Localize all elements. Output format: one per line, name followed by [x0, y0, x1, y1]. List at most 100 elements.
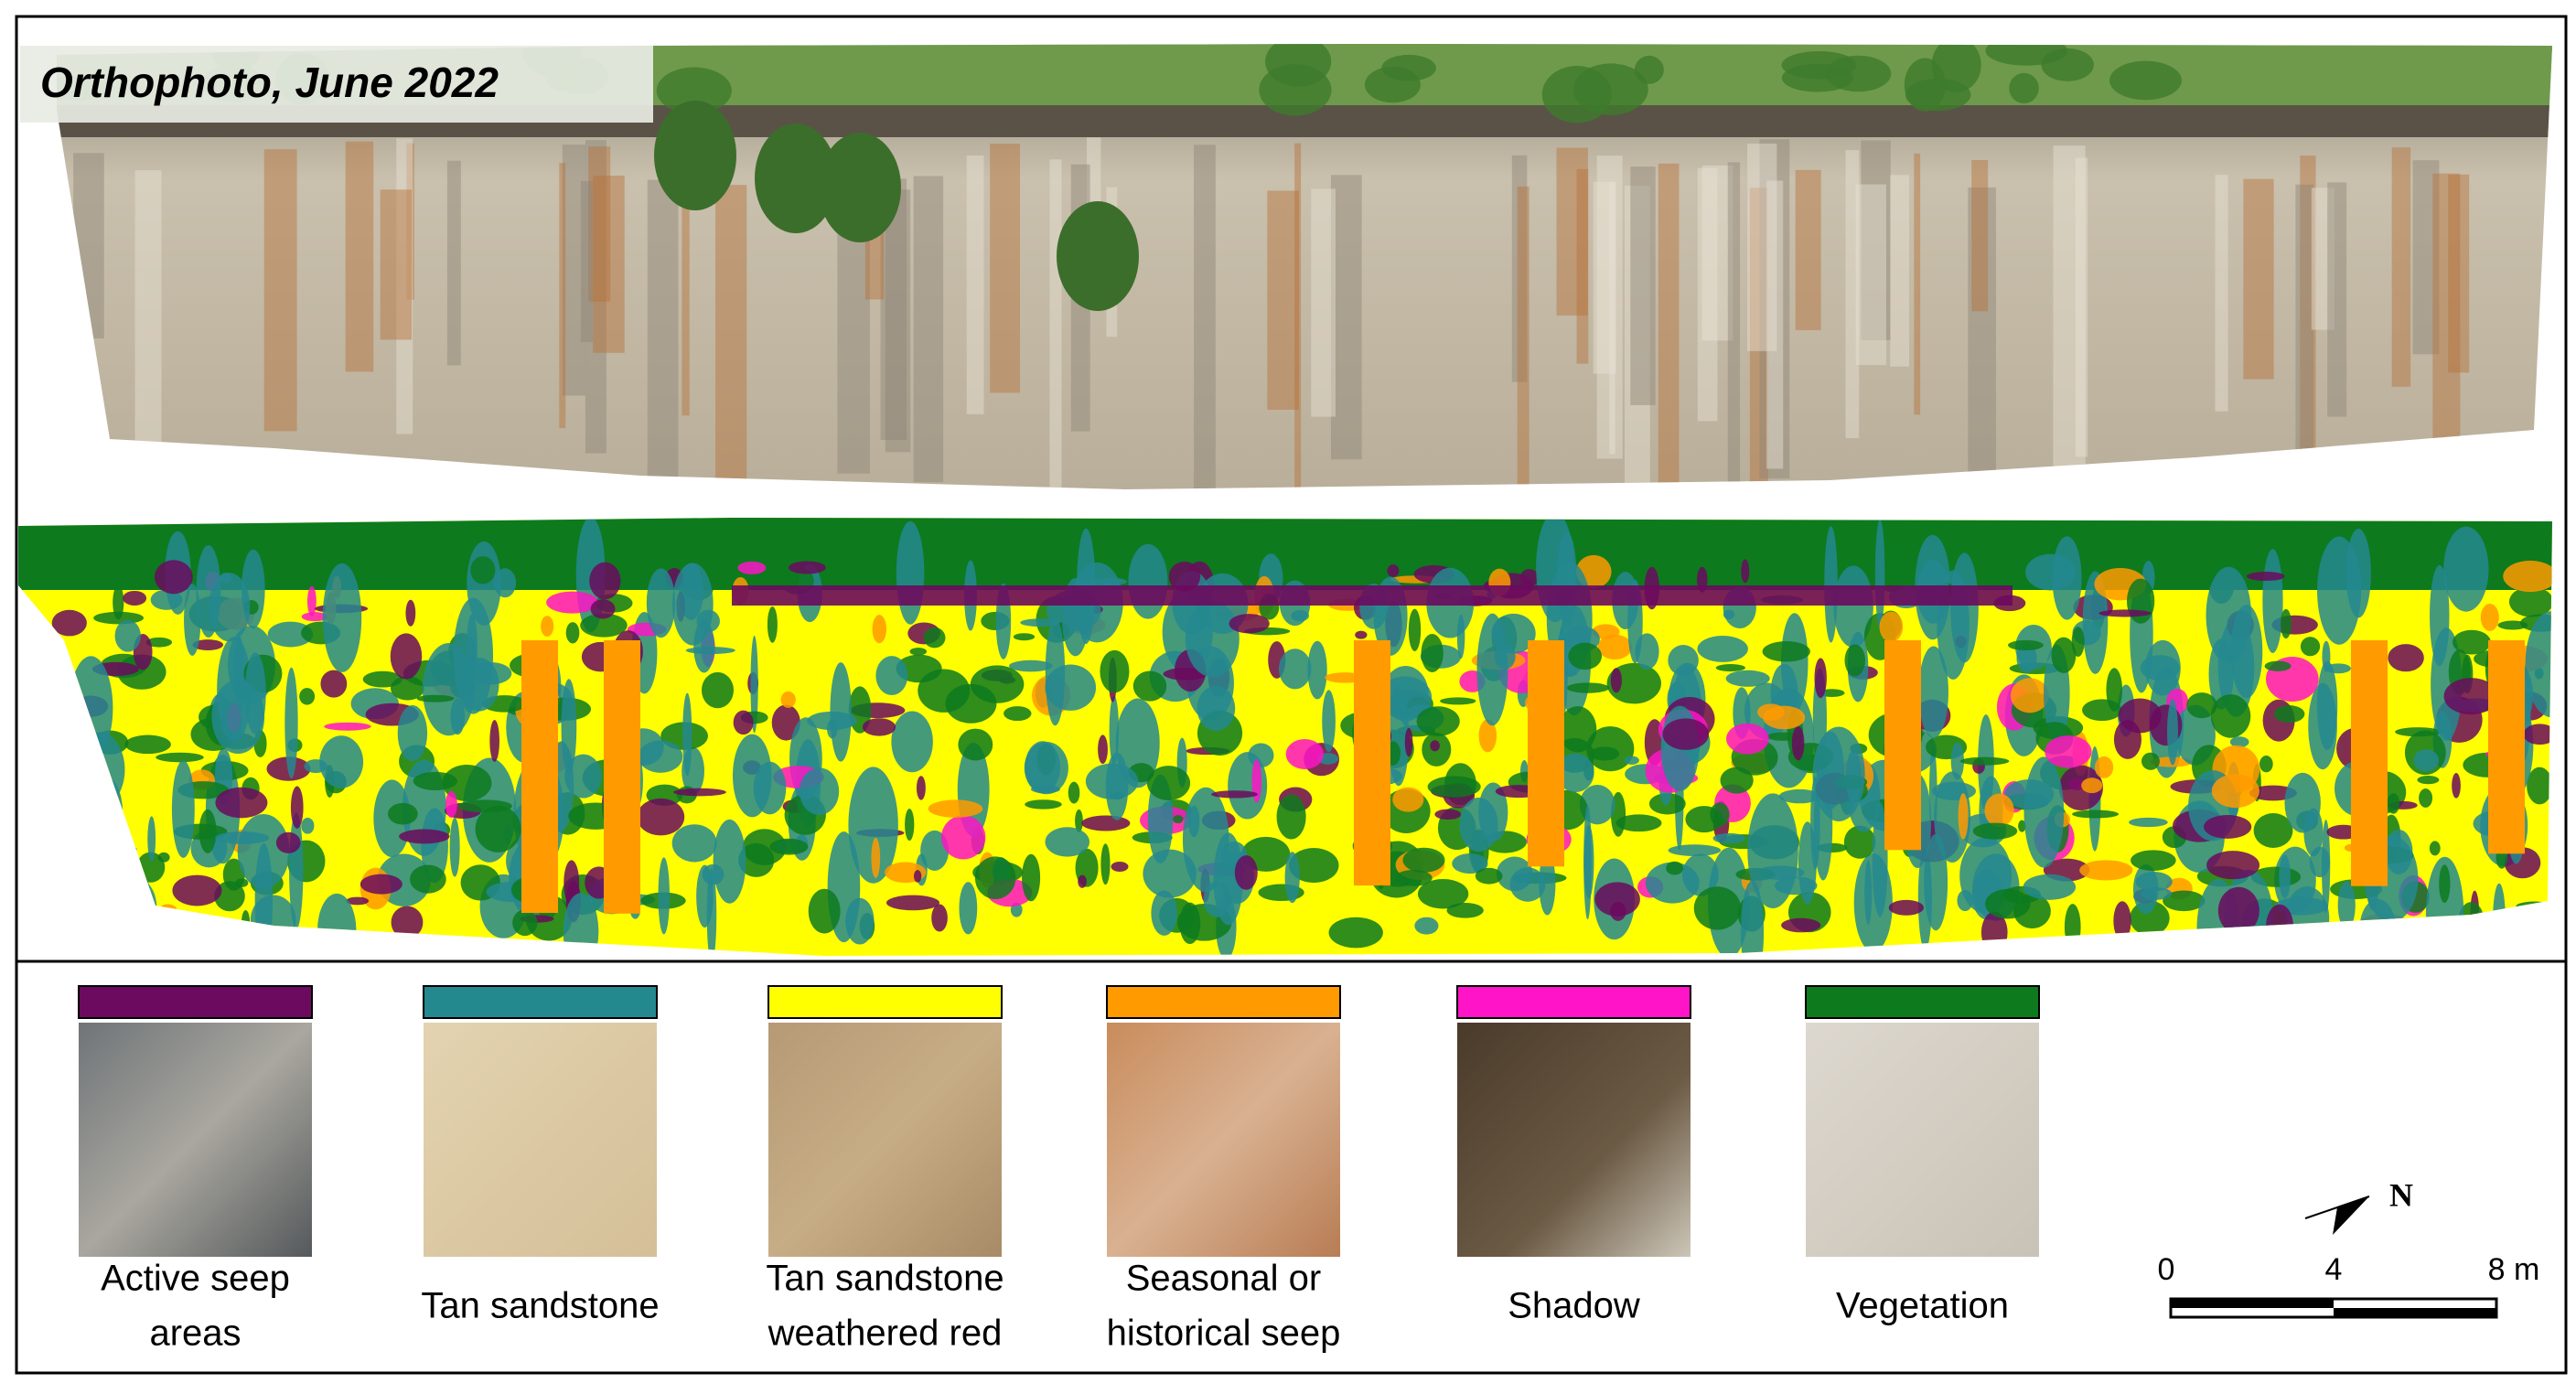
class-patch [1624, 756, 1639, 765]
class-seep-streak [604, 640, 640, 914]
class-patch [2345, 528, 2371, 618]
class-patch [158, 904, 177, 918]
class-patch [299, 688, 316, 705]
class-patch [1132, 670, 1167, 702]
class-patch [2018, 820, 2026, 832]
class-patch [2439, 864, 2451, 904]
class-patch [1984, 793, 2014, 828]
class-patch [1408, 608, 1422, 652]
class-patch [2300, 637, 2321, 657]
class-patch [2167, 699, 2178, 766]
class-patch [442, 764, 492, 802]
class-patch [1566, 682, 1610, 693]
class-patch [1022, 853, 1041, 902]
class-patch [157, 852, 170, 863]
rock-streak [588, 146, 611, 302]
class-patch [2516, 901, 2552, 912]
class-patch [2284, 772, 2321, 833]
class-patch [494, 568, 517, 598]
class-patch [1741, 559, 1750, 584]
class-patch [830, 662, 852, 762]
class-patch [2508, 586, 2552, 617]
class-patch [1452, 853, 1488, 874]
class-patch [2094, 756, 2114, 778]
class-patch [458, 657, 499, 712]
class-patch [113, 584, 124, 620]
class-patch [59, 845, 86, 864]
class-patch [1211, 790, 1258, 799]
class-patch [928, 799, 983, 818]
class-patch [682, 692, 692, 777]
legend-photo [1806, 1023, 2039, 1257]
class-patch [1924, 833, 1948, 931]
rock-streak [1861, 140, 1891, 340]
class-patch [2266, 904, 2294, 949]
class-patch [637, 798, 685, 836]
class-patch [114, 877, 157, 938]
class-patch [1725, 670, 1770, 687]
class-patch [733, 710, 754, 735]
class-patch [40, 857, 94, 883]
shrub [2109, 60, 2182, 101]
class-patch [561, 679, 577, 775]
class-patch [192, 639, 224, 650]
rock-streak [1267, 190, 1300, 410]
class-patch [36, 682, 63, 736]
class-patch [1078, 874, 1087, 888]
class-patch [1559, 706, 1597, 753]
shrub [656, 67, 732, 114]
class-patch [1778, 788, 1820, 804]
rock-streak [1749, 188, 1768, 489]
rock-streak [2300, 155, 2316, 485]
class-patch [416, 694, 455, 702]
class-patch [875, 656, 908, 696]
class-patch [2210, 694, 2251, 738]
classified-map [18, 518, 2552, 956]
class-patch [301, 612, 328, 622]
class-patch [1024, 741, 1068, 795]
class-patch [36, 703, 47, 733]
class-patch [51, 609, 87, 637]
class-patch [862, 718, 896, 736]
class-patch [685, 647, 735, 655]
class-patch [2141, 752, 2160, 770]
legend-label: Tan sandstone [766, 1259, 1004, 1299]
class-patch [1392, 787, 1424, 812]
class-patch [753, 761, 787, 815]
class-patch [88, 856, 136, 899]
class-patch [18, 851, 40, 875]
class-patch [2497, 620, 2528, 630]
class-patch [73, 732, 125, 808]
class-patch [147, 816, 156, 863]
class-patch [1229, 614, 1270, 634]
shrub [1364, 66, 1421, 103]
class-patch [1697, 635, 1748, 662]
class-patch [958, 728, 993, 761]
legend-label: areas [149, 1314, 241, 1354]
legend-label: weathered red [767, 1314, 1003, 1354]
class-patch [1610, 902, 1626, 921]
class-patch [1146, 766, 1191, 800]
arrow [2305, 1196, 2369, 1235]
class-patch [2317, 660, 2338, 750]
legend: Active seep areas Tan sandstone Tan sandsto… [78, 985, 2040, 1354]
class-patch [117, 654, 166, 690]
class-patch [2279, 854, 2291, 899]
class-patch [1972, 822, 2018, 840]
rock-streak [1971, 159, 1989, 312]
class-patch [959, 882, 978, 935]
class-patch [1509, 867, 1546, 902]
class-patch [788, 561, 826, 574]
class-patch [18, 788, 52, 850]
rock-streak [134, 170, 162, 474]
rock-streak [2295, 184, 2314, 467]
class-patch [2129, 817, 2168, 828]
class-patch [2264, 660, 2292, 671]
class-patch [1416, 706, 1460, 736]
legend-photo [768, 1023, 1002, 1257]
class-patch [808, 888, 841, 934]
rock-streak [647, 179, 679, 489]
class-patch [1668, 844, 1722, 856]
class-seep-streak [1528, 640, 1564, 867]
